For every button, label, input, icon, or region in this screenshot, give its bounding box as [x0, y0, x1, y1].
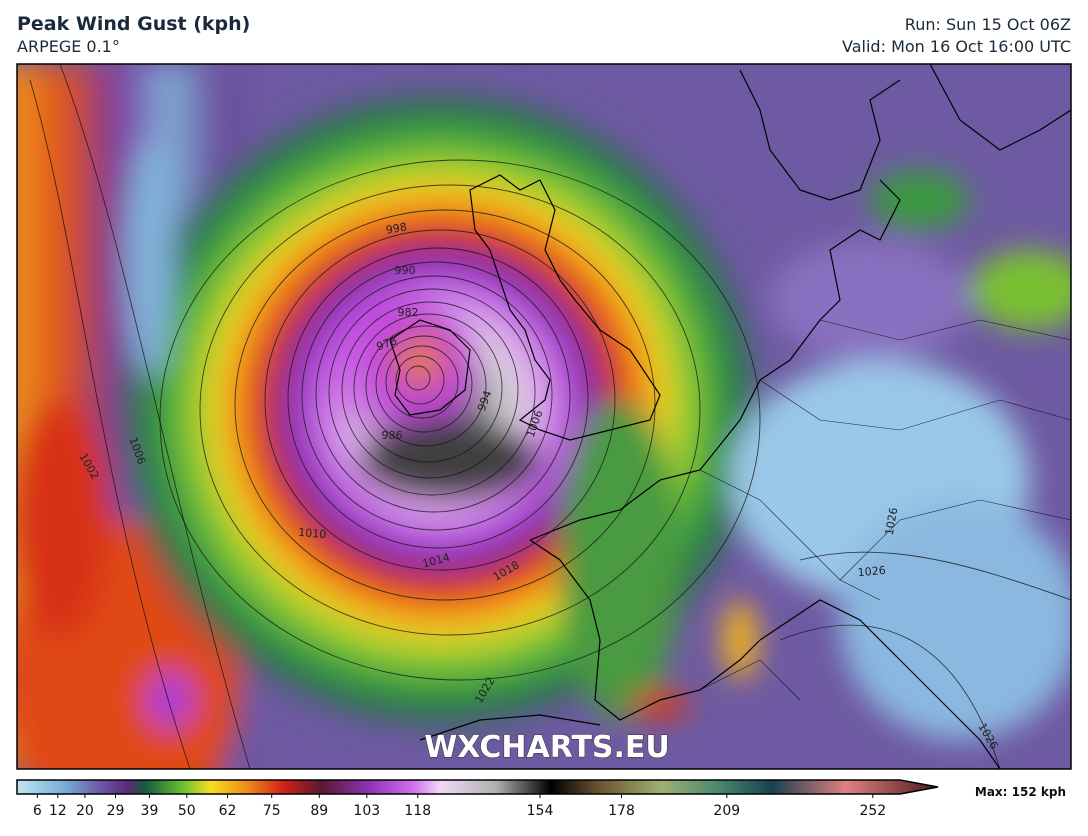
colorbar-tick-label: 29 [107, 803, 125, 819]
borders [699, 319, 1071, 701]
title: Peak Wind Gust (kph) [17, 13, 251, 35]
valid-time: Valid: Mon 16 Oct 16:00 UTC [842, 37, 1071, 56]
subtitle: ARPEGE 0.1° [17, 37, 120, 56]
watermark: WXCHARTS.EU [424, 730, 670, 765]
isobars [29, 64, 1071, 769]
colorbar-tick-label: 62 [219, 803, 237, 819]
colorbar-tick-label: 39 [141, 803, 159, 819]
colorbar-tick-label: 252 [859, 803, 886, 819]
isobar-label: 990 [395, 264, 416, 277]
colorbar-tick-label: 209 [713, 803, 740, 819]
colorbar-tick-label: 50 [178, 803, 196, 819]
colorbar: Max: 152 kph 6 12 20 29 39 50 62 75 89 103 118 154 1… [16, 779, 1066, 819]
isobar-label: 1026 [857, 564, 886, 579]
max-label: Max: 152 kph [975, 785, 1066, 799]
colorbar-tick-label: 103 [353, 803, 380, 819]
colorbar-ramp [16, 779, 939, 795]
isobar-label: 998 [385, 220, 408, 236]
isobar-label: 982 [398, 306, 419, 319]
isobar-label: 1026 [883, 506, 901, 536]
colorbar-tick-label: 178 [608, 803, 635, 819]
colorbar-tick-label: 118 [404, 803, 431, 819]
colorbar-tick-label: 6 [33, 803, 42, 819]
wind-field [17, 64, 1071, 769]
isobar-label: 1010 [298, 526, 327, 541]
map-frame [16, 63, 1072, 770]
coastlines [389, 64, 1071, 769]
colorbar-tick-label: 20 [76, 803, 94, 819]
colorbar-tick-label: 12 [49, 803, 67, 819]
isobar-label: 986 [382, 429, 403, 442]
colorbar-tick-label: 89 [310, 803, 328, 819]
colorbar-tick-label: 75 [263, 803, 281, 819]
run-time: Run: Sun 15 Oct 06Z [904, 15, 1071, 34]
colorbar-tick-label: 154 [527, 803, 554, 819]
